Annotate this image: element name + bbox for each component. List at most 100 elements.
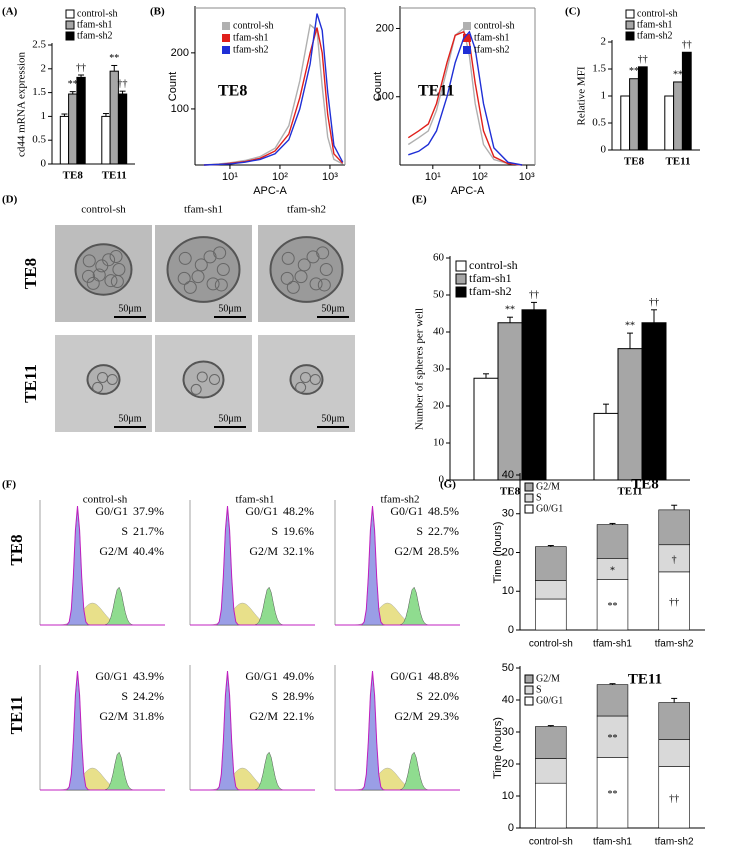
cell [178,251,192,265]
bar [593,412,619,481]
bar-segment [535,782,567,829]
cell [183,280,197,294]
bar-segment [535,580,567,600]
bar [620,95,631,151]
bar [59,115,70,165]
panel-label: (B) [150,6,165,18]
y-tick-label: 0 [508,822,514,834]
significance: ** [109,53,119,64]
inner-label: TE8 [218,83,247,100]
bar-segment [535,598,567,631]
cell [92,268,106,282]
phase-value: 43.9% [133,669,164,683]
legend-label: tfam-sh1 [637,19,673,30]
cell [213,246,227,260]
phase-label: G0/G1 [95,669,128,683]
bar-segment [596,684,629,717]
significance: †† [669,597,679,608]
significance: †† [669,794,679,805]
y-tick-label: 0.5 [32,134,46,146]
histogram-curve [408,30,523,166]
y-tick-label: 60 [433,252,445,264]
legend-swatch [524,685,534,695]
significance: †† [76,62,86,73]
phase-value: 48.5% [428,504,459,518]
cell [206,277,220,291]
cell [286,280,300,294]
phase-label: S [121,524,128,538]
bar [681,51,692,151]
phase-value: 22.0% [428,689,459,703]
phase-value: 32.1% [283,544,314,558]
x-tick-label: TE8 [624,156,645,168]
significance: ** [629,66,639,77]
s-phase [40,602,165,626]
significance: ** [625,320,635,331]
bar-segment [658,509,690,546]
x-tick-label: control-sh [529,837,573,848]
bar [101,115,111,165]
column-label: control-sh [83,494,128,506]
cell [306,250,320,264]
legend-swatch [463,22,471,30]
phase-value: 40.4% [133,544,164,558]
scale-label: 50μm [118,413,141,424]
sphere [86,364,121,395]
legend-label: control-sh [469,258,518,272]
bar [117,93,128,165]
cell [281,251,295,265]
x-tick-label: control-sh [529,639,573,650]
x-tick-label: tfam-sh1 [593,639,632,650]
legend-swatch [524,493,534,503]
scale-label: 50μm [321,303,344,314]
phase-label: G2/M [394,709,423,723]
legend-swatch [222,34,230,42]
phase-label: S [121,689,128,703]
significance: † [672,555,677,566]
legend-swatch [65,31,75,41]
cell [92,381,104,393]
legend-swatch [222,46,230,54]
legend-swatch [625,9,635,19]
cell [295,381,307,393]
cell [319,263,333,276]
y-tick-label: 2 [41,62,47,74]
bar-segment [535,546,567,581]
x-tick-label: TE11 [617,486,642,498]
y-tick-label: 0 [439,474,445,486]
bar [521,309,547,481]
x-tick-label: 10³ [322,171,338,183]
bar [617,348,643,481]
x-tick-label: 10² [272,171,288,183]
phase-label: G0/G1 [390,504,423,518]
s-phase [190,602,315,626]
cell [216,263,230,276]
phase-value: 21.7% [133,524,164,538]
phase-label: S [416,689,423,703]
cell [190,383,202,395]
y-axis-label: Number of spheres per well [414,308,426,430]
fit-line [335,505,460,626]
significance: ** [68,79,78,90]
bar-segment [658,702,690,740]
x-tick-label: TE8 [63,170,84,182]
panel-label: (G) [440,479,456,491]
phase-label: G0/G1 [390,669,423,683]
bar [641,322,667,481]
legend-swatch [222,22,230,30]
phase-value: 48.2% [283,504,314,518]
legend-swatch [455,286,467,298]
legend-label: S [536,684,542,695]
cell [209,374,220,385]
legend-swatch [65,20,75,30]
panel-label: (A) [2,6,18,18]
legend-swatch [65,9,75,19]
bar-segment [596,715,629,758]
phase-label: G2/M [394,544,423,558]
significance: ** [673,69,683,80]
phase-label: G0/G1 [245,504,278,518]
significance: †† [682,40,692,51]
phase-label: G2/M [99,544,128,558]
phase-label: S [416,524,423,538]
